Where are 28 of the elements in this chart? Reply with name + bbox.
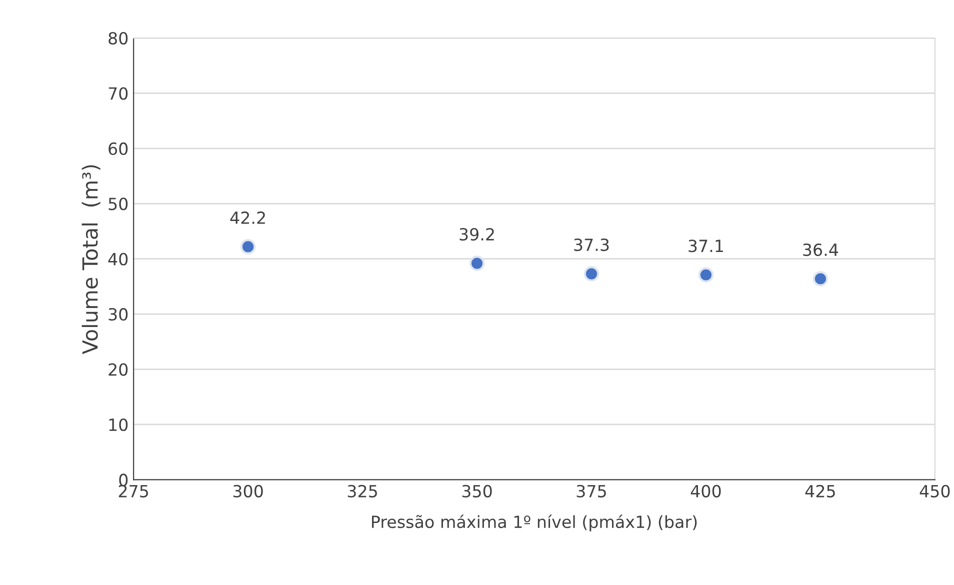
x-tick-label: 400 — [690, 484, 721, 498]
data-label: 39.2 — [460, 228, 494, 241]
x-tick-label: 350 — [462, 484, 492, 498]
y-tick-label: 30 — [108, 308, 128, 321]
data-label: 37.1 — [688, 240, 723, 252]
x-tick-label: 325 — [348, 484, 377, 498]
y-tick-label: 40 — [108, 252, 128, 266]
point — [469, 256, 485, 271]
x-axis-title: Pressão máxima 1º nível (pmáx1) (bar) — [372, 514, 697, 532]
y-tick-label: 50 — [108, 198, 128, 210]
y-tick-label: 20 — [108, 363, 128, 376]
x-tick-label: 275 — [118, 484, 148, 498]
point — [812, 271, 828, 286]
y-tick-label: 60 — [108, 142, 128, 156]
x-tick-label: 375 — [576, 484, 606, 498]
y-tick-label: 80 — [108, 32, 128, 45]
x-tick-label: 425 — [805, 484, 835, 498]
y-tick-label: 70 — [108, 87, 128, 100]
data-label: 36.4 — [803, 243, 838, 256]
x-tick-label: 300 — [233, 484, 263, 498]
x-tick-label: 450 — [920, 484, 950, 498]
point — [584, 266, 600, 282]
point — [240, 239, 256, 254]
data-label: 37.3 — [574, 238, 609, 252]
y-axis-title: Volume Total (m³) — [82, 165, 100, 354]
y-tick-label: 10 — [109, 418, 128, 432]
data-label: 42.2 — [230, 211, 265, 224]
point — [698, 267, 714, 283]
